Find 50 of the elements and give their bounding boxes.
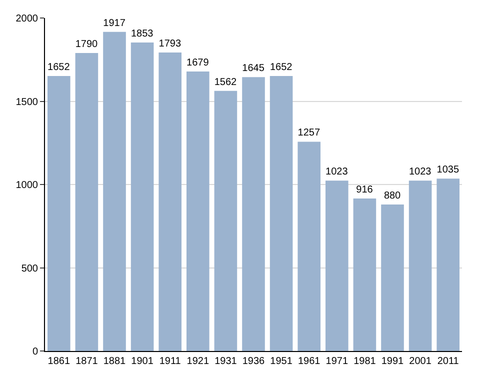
data-label: 880	[384, 190, 402, 202]
y-tick-label: 0	[32, 346, 38, 358]
bar	[130, 42, 154, 351]
bar	[353, 198, 376, 351]
data-label: 1562	[214, 76, 238, 88]
bar	[214, 90, 238, 351]
data-label: 1023	[408, 166, 432, 178]
bar	[381, 204, 404, 351]
bar	[408, 180, 432, 351]
x-tick-label: 1981	[354, 356, 376, 367]
bar	[242, 77, 265, 351]
data-label: 1035	[436, 164, 460, 176]
x-tick-label: 1936	[242, 356, 266, 367]
data-label: 1257	[298, 128, 320, 139]
data-label: 1793	[158, 38, 182, 50]
data-label: 1679	[186, 57, 210, 68]
x-tick-label: 1931	[214, 356, 238, 367]
bar	[270, 76, 293, 351]
bar	[103, 32, 126, 351]
x-tick-label: 1901	[131, 356, 154, 367]
bar	[186, 71, 210, 351]
x-tick-label: 2001	[409, 356, 432, 367]
x-tick-label: 1961	[298, 356, 321, 367]
data-label: 1790	[75, 38, 98, 50]
data-label: 1652	[48, 62, 70, 73]
x-tick-label: 1921	[186, 356, 210, 367]
bar	[326, 180, 348, 351]
y-tick-label: 500	[21, 263, 38, 274]
y-tick-label: 1500	[16, 96, 38, 108]
y-tick-label: 2000	[16, 14, 38, 24]
bar	[48, 76, 70, 351]
x-tick-label: 1871	[76, 356, 98, 367]
bar	[436, 178, 460, 351]
x-tick-label: 2011	[437, 356, 460, 367]
x-tick-label: 1861	[48, 356, 70, 367]
data-label: 1645	[242, 63, 265, 74]
x-tick-label: 1881	[103, 356, 126, 367]
x-tick-label: 1951	[270, 356, 293, 367]
x-tick-label: 1991	[381, 356, 404, 367]
data-label: 1917	[103, 18, 126, 29]
data-label: 1652	[270, 62, 293, 73]
x-tick-label: 1911	[159, 356, 182, 367]
bar	[158, 52, 182, 351]
bar	[75, 52, 98, 351]
data-label: 916	[356, 184, 374, 196]
y-tick-label: 1000	[16, 180, 38, 191]
data-label: 1853	[130, 28, 154, 40]
bar	[298, 142, 320, 351]
x-tick-label: 1971	[326, 356, 348, 367]
data-label: 1023	[326, 166, 348, 178]
